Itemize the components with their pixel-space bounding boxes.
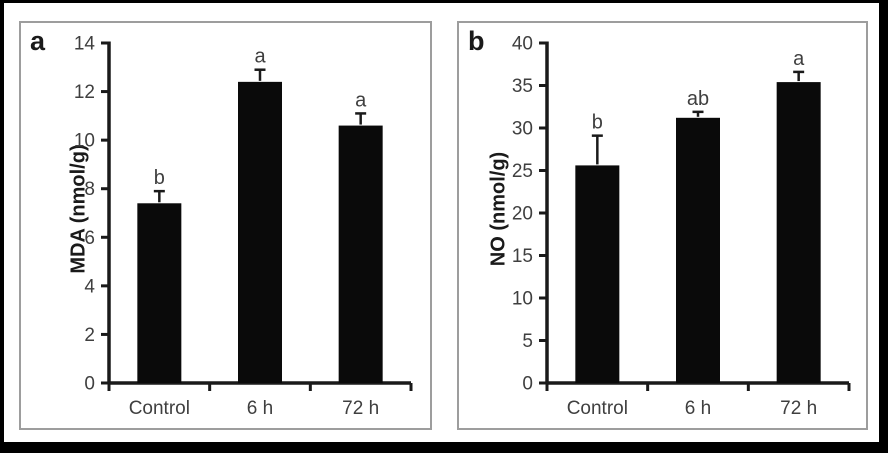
significance-letter: b — [154, 167, 165, 189]
y-tick-label: 12 — [74, 82, 95, 103]
chart-panel-b: b NO (nmol/g) 0 5 10 15 20 25 30 35 40 b Control ab… — [457, 21, 868, 430]
y-tick-label: 20 — [512, 204, 533, 225]
y-tick-label: 0 — [522, 374, 533, 395]
bar-72h — [776, 82, 821, 383]
y-tick-label: 5 — [522, 331, 533, 352]
bar-control — [137, 203, 182, 383]
bar-chart-mda: 0 2 4 6 8 10 12 14 b Control a 6 h a 72 h — [74, 34, 413, 419]
bar-72h — [338, 125, 383, 384]
y-tick-label: 0 — [84, 374, 95, 395]
y-tick-label: 40 — [512, 34, 533, 55]
bar-chart-no: 0 5 10 15 20 25 30 35 40 b Control ab 6 h a 72 h — [512, 34, 851, 419]
y-tick-label: 14 — [74, 34, 96, 55]
significance-letter: a — [793, 48, 805, 70]
y-tick-label: 4 — [84, 276, 95, 297]
x-category-label: 6 h — [247, 398, 273, 419]
y-tick-label: 10 — [74, 131, 95, 152]
y-tick-label: 25 — [512, 161, 533, 182]
x-category-label: 72 h — [780, 398, 817, 419]
significance-letter: a — [254, 46, 266, 68]
significance-letter: a — [355, 89, 367, 111]
bar-control — [575, 165, 620, 383]
significance-letter: b — [592, 112, 603, 134]
y-tick-label: 30 — [512, 119, 533, 140]
significance-letter: ab — [687, 88, 709, 110]
y-tick-label: 2 — [84, 325, 95, 346]
y-tick-label: 15 — [512, 246, 533, 267]
panel-label-a: a — [30, 26, 46, 56]
panel-label-b: b — [468, 26, 485, 56]
bar-6h — [676, 117, 720, 384]
x-category-label: Control — [129, 398, 190, 419]
x-category-label: 6 h — [685, 398, 711, 419]
y-tick-label: 10 — [512, 289, 533, 310]
y-tick-label: 6 — [84, 228, 95, 249]
y-tick-label: 8 — [84, 179, 95, 200]
x-category-label: Control — [567, 398, 628, 419]
y-tick-label: 35 — [512, 76, 533, 97]
x-category-label: 72 h — [342, 398, 379, 419]
bar-6h — [238, 81, 282, 383]
